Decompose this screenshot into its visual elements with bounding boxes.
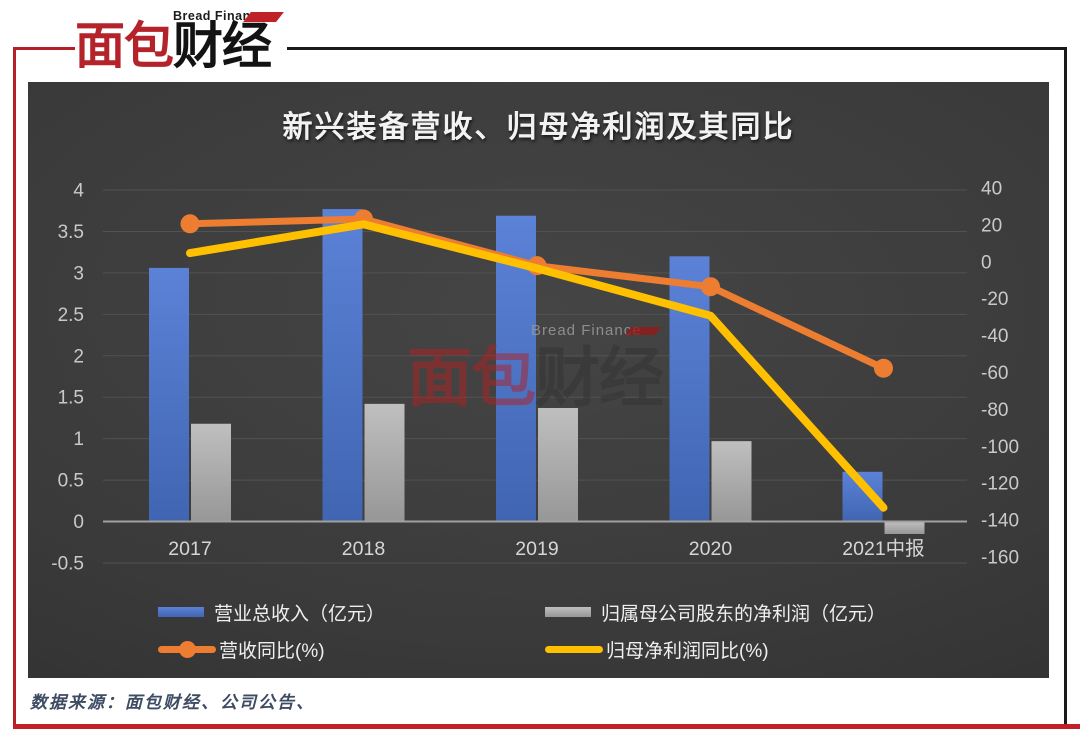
- logo-main-black: 财经: [173, 18, 272, 74]
- category-label-2019: 2019: [515, 538, 558, 560]
- category-axis-labels: 2017 2018 2019 2020 2021中报: [168, 538, 924, 560]
- frame-top-red-line: [13, 47, 75, 50]
- bread-finance-logo: Bread Finance 面包财经: [74, 4, 294, 82]
- right-axis-tick: -80: [981, 400, 1008, 421]
- right-axis-tick: -20: [981, 289, 1008, 310]
- chart-panel: 4 3.5 3 2.5 2 1.5 1 0.5 0 -0.5 40 20 0 -20 -40 -60 -80 -1…: [28, 82, 1049, 678]
- frame-bottom-red-line: [13, 724, 1080, 729]
- left-axis-tick: 4: [73, 181, 84, 202]
- net_profit-bar-2020: [711, 441, 752, 522]
- logo-small-text: Bread Finance: [173, 9, 266, 23]
- right-axis-tick: -60: [981, 363, 1008, 384]
- category-label-2017: 2017: [168, 538, 211, 560]
- legend-swatch-revenue: [158, 607, 204, 617]
- legend-label-revenue_yoy: 营收同比(%): [219, 640, 325, 662]
- legend-item-revenue: 营业总收入（亿元）: [158, 599, 385, 625]
- legend-item-revenue_yoy: 营收同比(%): [158, 636, 325, 662]
- right-axis-tick: 20: [981, 215, 1002, 236]
- right-axis-tick-labels: 40 20 0 -20 -40 -60 -80 -100 -120 -140 -160: [981, 179, 1019, 569]
- legend-label-net_profit_yoy: 归母净利润同比(%): [606, 640, 769, 662]
- net_profit-bar-2017: [191, 423, 231, 522]
- legend-item-net_profit_yoy: 归母净利润同比(%): [545, 636, 769, 662]
- right-axis-tick: -120: [981, 474, 1019, 495]
- revenue_yoy-marker-2020: [701, 277, 720, 297]
- category-label-2020: 2020: [689, 538, 733, 560]
- logo-main-red: 面包: [75, 18, 174, 74]
- revenue_yoy-marker-2021中报: [874, 358, 893, 378]
- frame-left-red-line: [13, 47, 16, 729]
- legend-item-net_profit: 归属母公司股东的净利润（亿元）: [545, 599, 886, 625]
- right-axis-tick: -160: [981, 548, 1019, 569]
- right-axis-tick: 40: [981, 179, 1002, 200]
- frame-right-black-line: [1064, 47, 1067, 725]
- revenue-bar-2020: [669, 256, 710, 522]
- net_profit-bar-2018: [364, 403, 405, 522]
- left-axis-tick: 2: [73, 346, 84, 367]
- logo-main-text: 面包财经: [75, 18, 272, 74]
- left-axis-tick: 3.5: [58, 222, 84, 243]
- data-source-note: 数据来源：面包财经、公司公告、: [30, 693, 315, 712]
- revenue-bar-series: [149, 209, 883, 522]
- left-axis-tick: 0.5: [58, 471, 84, 492]
- left-axis-tick: 3: [73, 263, 84, 284]
- legend-swatch-net_profit: [545, 607, 591, 617]
- net_profit-bar-series: [191, 403, 925, 534]
- category-label-2021中报: 2021中报: [842, 538, 924, 560]
- left-axis-tick-labels: 4 3.5 3 2.5 2 1.5 1 0.5 0 -0.5: [51, 181, 84, 575]
- right-axis-tick: -40: [981, 326, 1008, 347]
- category-label-2018: 2018: [342, 538, 385, 560]
- chart-title: 新兴装备营收、归母净利润及其同比: [282, 111, 795, 144]
- left-axis-tick: -0.5: [51, 554, 84, 575]
- legend-swatch-revenue_yoy: [158, 640, 216, 658]
- frame-top-black-line: [287, 47, 1065, 50]
- left-axis-tick: 2.5: [58, 305, 84, 326]
- right-axis-tick: 0: [981, 252, 992, 273]
- legend-swatch-net_profit_yoy: [545, 640, 603, 658]
- legend-label-revenue: 营业总收入（亿元）: [214, 603, 386, 625]
- legend-label-net_profit: 归属母公司股东的净利润（亿元）: [601, 603, 887, 625]
- net_profit_yoy-line-series: [186, 220, 888, 512]
- revenue-bar-2018: [322, 209, 363, 522]
- revenue_yoy-marker-2017: [180, 214, 200, 234]
- right-axis-tick: -100: [981, 437, 1019, 458]
- net_profit-bar-2021中报: [884, 521, 925, 534]
- left-axis-tick: 1: [73, 429, 84, 450]
- combo-chart-plot: 4 3.5 3 2.5 2 1.5 1 0.5 0 -0.5 40 20 0 -20 -40 -60 -80 -1…: [51, 179, 1019, 575]
- revenue-bar-2017: [149, 267, 189, 522]
- net_profit-bar-2019: [538, 407, 578, 522]
- left-axis-tick: 0: [73, 512, 84, 533]
- left-axis-tick: 1.5: [58, 388, 84, 409]
- right-axis-tick: -140: [981, 511, 1019, 532]
